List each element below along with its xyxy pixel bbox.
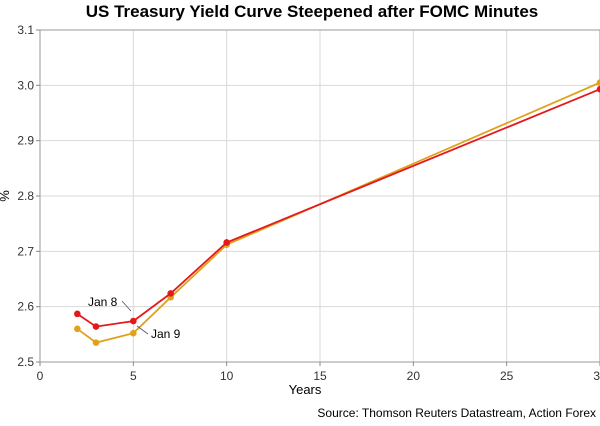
- series-group: [74, 79, 600, 346]
- y-axis-ticks: 2.5 2.6 2.7 2.8 2.9 3.0 3.1: [17, 23, 40, 369]
- x-axis-ticks: 0 5 10 15 20 25 30: [37, 362, 600, 383]
- jan-9-point: [130, 329, 137, 337]
- y-tick-label: 2.8: [17, 189, 34, 203]
- jan-8-point: [74, 310, 81, 318]
- jan-8-point: [223, 239, 230, 246]
- chart-title: US Treasury Yield Curve Steepened after …: [86, 2, 539, 21]
- y-axis-label: %: [0, 190, 12, 202]
- y-tick-label: 3.1: [17, 23, 34, 37]
- grid-lines: [39, 29, 600, 363]
- jan-8-point: [130, 317, 137, 325]
- y-tick-label: 2.6: [17, 300, 34, 314]
- y-tick-label: 2.9: [17, 134, 34, 148]
- y-tick-label: 2.7: [17, 244, 34, 258]
- jan-8-label: Jan 8: [88, 295, 118, 309]
- x-tick-label: 30: [593, 369, 600, 383]
- x-tick-label: 15: [313, 369, 327, 383]
- jan-8-point: [167, 290, 174, 297]
- y-tick-label: 3.0: [17, 78, 34, 92]
- series-labels: Jan 8 Jan 9: [88, 295, 181, 341]
- x-tick-label: 5: [130, 369, 137, 383]
- x-tick-label: 20: [407, 369, 421, 383]
- x-tick-label: 10: [220, 369, 234, 383]
- jan-9-point: [596, 79, 600, 86]
- jan-9-point: [92, 339, 100, 346]
- jan-9-label: Jan 9: [151, 327, 181, 341]
- x-tick-label: 0: [37, 369, 44, 383]
- jan-8-series-line: [76, 88, 600, 328]
- jan-8-leader-line: [121, 300, 132, 312]
- jan-8-point: [92, 323, 100, 330]
- x-tick-label: 25: [500, 369, 514, 383]
- jan-9-leader-line: [136, 325, 149, 335]
- jan-8-point: [596, 85, 600, 93]
- x-axis-label: Years: [289, 382, 322, 397]
- source-note: Source: Thomson Reuters Datastream, Acti…: [317, 406, 596, 420]
- jan-9-point: [74, 325, 81, 333]
- y-tick-label: 2.5: [17, 355, 34, 369]
